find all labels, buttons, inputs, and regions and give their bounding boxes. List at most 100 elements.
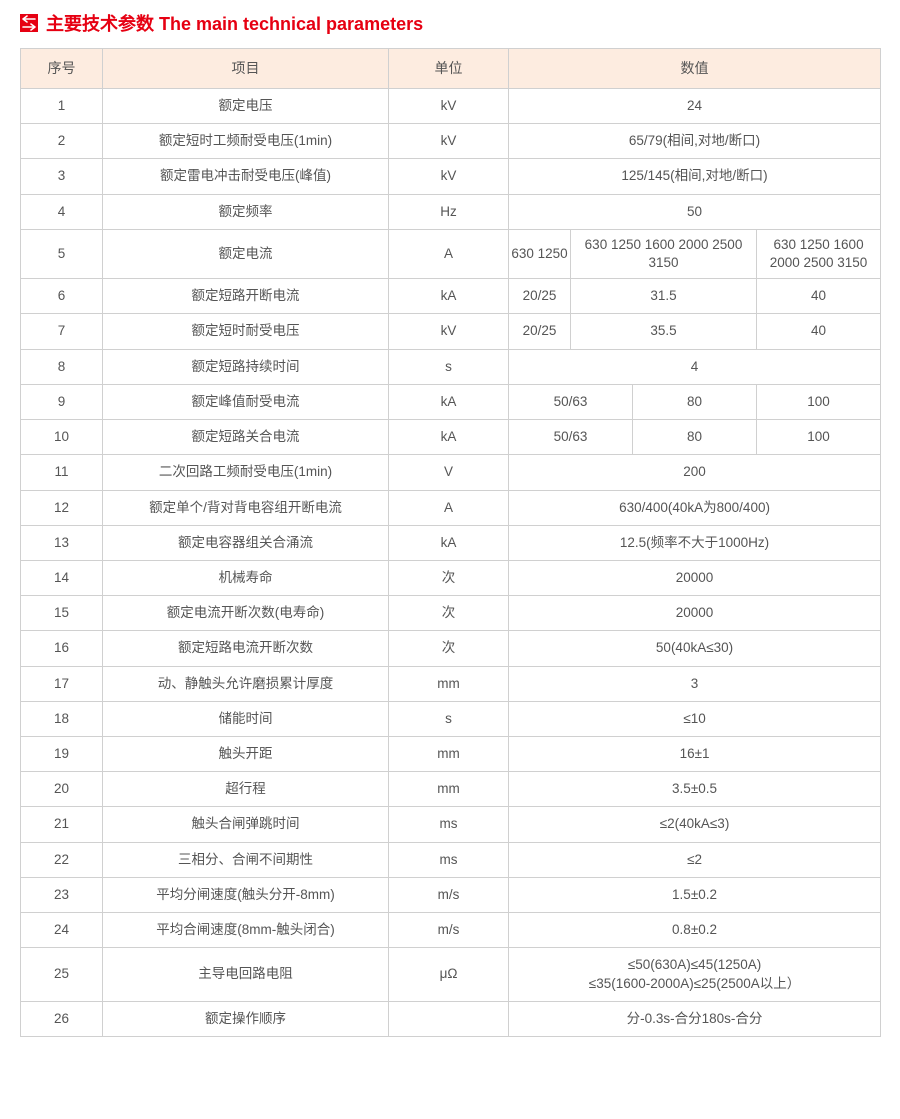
cell-seq: 13: [21, 525, 103, 560]
cell-unit: V: [389, 455, 509, 490]
table-row: 13 额定电容器组关合涌流 kA 12.5(频率不大于1000Hz): [21, 525, 881, 560]
cell-unit: s: [389, 701, 509, 736]
section-title-bar: 主要技术参数 The main technical parameters: [20, 10, 880, 36]
cell-value-c: 630 1250 1600 2000 2500 3150: [757, 229, 881, 278]
cell-item: 平均分闸速度(触头分开-8mm): [103, 877, 389, 912]
cell-value: ≤50(630A)≤45(1250A) ≤35(1600-2000A)≤25(2…: [509, 948, 881, 1001]
cell-seq: 12: [21, 490, 103, 525]
cell-unit: Hz: [389, 194, 509, 229]
cell-value-c: 40: [757, 279, 881, 314]
table-row: 21 触头合闸弹跳时间 ms ≤2(40kA≤3): [21, 807, 881, 842]
cell-unit: mm: [389, 666, 509, 701]
cell-value: ≤2: [509, 842, 881, 877]
cell-unit: kV: [389, 159, 509, 194]
cell-seq: 9: [21, 384, 103, 419]
cell-unit: A: [389, 490, 509, 525]
cell-item: 触头开距: [103, 737, 389, 772]
cell-item: 额定短路开断电流: [103, 279, 389, 314]
cell-unit: 次: [389, 560, 509, 595]
cell-value: 0.8±0.2: [509, 913, 881, 948]
cell-value: 16±1: [509, 737, 881, 772]
table-row: 5 额定电流 A 630 1250 630 1250 1600 2000 250…: [21, 229, 881, 278]
cell-value-a: 630 1250: [509, 229, 571, 278]
cell-unit: [389, 1001, 509, 1036]
cell-seq: 17: [21, 666, 103, 701]
table-row: 23 平均分闸速度(触头分开-8mm) m/s 1.5±0.2: [21, 877, 881, 912]
cell-item: 储能时间: [103, 701, 389, 736]
cell-value-b: 630 1250 1600 2000 2500 3150: [571, 229, 757, 278]
cell-seq: 16: [21, 631, 103, 666]
cell-value: 50(40kA≤30): [509, 631, 881, 666]
cell-seq: 1: [21, 88, 103, 123]
cell-seq: 23: [21, 877, 103, 912]
cell-item: 超行程: [103, 772, 389, 807]
cell-unit: ms: [389, 842, 509, 877]
cell-item: 额定电流: [103, 229, 389, 278]
cell-unit: A: [389, 229, 509, 278]
table-row: 2 额定短时工频耐受电压(1min) kV 65/79(相间,对地/断口): [21, 124, 881, 159]
cell-seq: 15: [21, 596, 103, 631]
cell-unit: μΩ: [389, 948, 509, 1001]
cell-seq: 3: [21, 159, 103, 194]
cell-value: 630/400(40kA为800/400): [509, 490, 881, 525]
table-row: 20 超行程 mm 3.5±0.5: [21, 772, 881, 807]
cell-value: 24: [509, 88, 881, 123]
parameters-table: 序号 项目 单位 数值 1 额定电压 kV 24 2 额定短时工频耐受电压(1m…: [20, 48, 881, 1037]
cell-unit: s: [389, 349, 509, 384]
cell-item: 平均合闸速度(8mm-触头闭合): [103, 913, 389, 948]
col-header-item: 项目: [103, 49, 389, 89]
cell-value: 4: [509, 349, 881, 384]
cell-value: ≤2(40kA≤3): [509, 807, 881, 842]
cell-unit: kV: [389, 314, 509, 349]
cell-value: 20000: [509, 560, 881, 595]
cell-item: 额定短路电流开断次数: [103, 631, 389, 666]
cell-item: 动、静触头允许磨损累计厚度: [103, 666, 389, 701]
cell-item: 额定峰值耐受电流: [103, 384, 389, 419]
cell-value-a: 20/25: [509, 314, 571, 349]
cell-unit: kA: [389, 279, 509, 314]
cell-item: 额定单个/背对背电容组开断电流: [103, 490, 389, 525]
cell-value-line2: ≤35(1600-2000A)≤25(2500A以上）: [513, 975, 876, 993]
cell-item: 额定电压: [103, 88, 389, 123]
cell-item: 三相分、合闸不间期性: [103, 842, 389, 877]
table-row: 25 主导电回路电阻 μΩ ≤50(630A)≤45(1250A) ≤35(16…: [21, 948, 881, 1001]
cell-item: 额定短路持续时间: [103, 349, 389, 384]
table-row: 6 额定短路开断电流 kA 20/25 31.5 40: [21, 279, 881, 314]
cell-seq: 26: [21, 1001, 103, 1036]
table-row: 7 额定短时耐受电压 kV 20/25 35.5 40: [21, 314, 881, 349]
cell-unit: kV: [389, 88, 509, 123]
table-row: 11 二次回路工频耐受电压(1min) V 200: [21, 455, 881, 490]
cell-value: ≤10: [509, 701, 881, 736]
cell-seq: 20: [21, 772, 103, 807]
cell-item: 机械寿命: [103, 560, 389, 595]
cell-seq: 8: [21, 349, 103, 384]
cell-value-a: 20/25: [509, 279, 571, 314]
cell-value: 3.5±0.5: [509, 772, 881, 807]
cell-value: 50: [509, 194, 881, 229]
table-row: 12 额定单个/背对背电容组开断电流 A 630/400(40kA为800/40…: [21, 490, 881, 525]
table-row: 18 储能时间 s ≤10: [21, 701, 881, 736]
cell-seq: 2: [21, 124, 103, 159]
col-header-unit: 单位: [389, 49, 509, 89]
cell-value: 1.5±0.2: [509, 877, 881, 912]
cell-seq: 5: [21, 229, 103, 278]
cell-value: 125/145(相间,对地/断口): [509, 159, 881, 194]
cell-value-b: 80: [633, 420, 757, 455]
table-row: 19 触头开距 mm 16±1: [21, 737, 881, 772]
cell-value: 分-0.3s-合分180s-合分: [509, 1001, 881, 1036]
cell-item: 主导电回路电阻: [103, 948, 389, 1001]
table-row: 17 动、静触头允许磨损累计厚度 mm 3: [21, 666, 881, 701]
cell-value-c: 100: [757, 384, 881, 419]
cell-value-a: 50/63: [509, 420, 633, 455]
cell-value: 200: [509, 455, 881, 490]
cell-value-a: 50/63: [509, 384, 633, 419]
cell-value-b: 31.5: [571, 279, 757, 314]
cell-value-b: 35.5: [571, 314, 757, 349]
table-row: 1 额定电压 kV 24: [21, 88, 881, 123]
cell-unit: m/s: [389, 913, 509, 948]
cell-item: 额定操作顺序: [103, 1001, 389, 1036]
cell-item: 触头合闸弹跳时间: [103, 807, 389, 842]
col-header-seq: 序号: [21, 49, 103, 89]
cell-seq: 21: [21, 807, 103, 842]
table-row: 16 额定短路电流开断次数 次 50(40kA≤30): [21, 631, 881, 666]
